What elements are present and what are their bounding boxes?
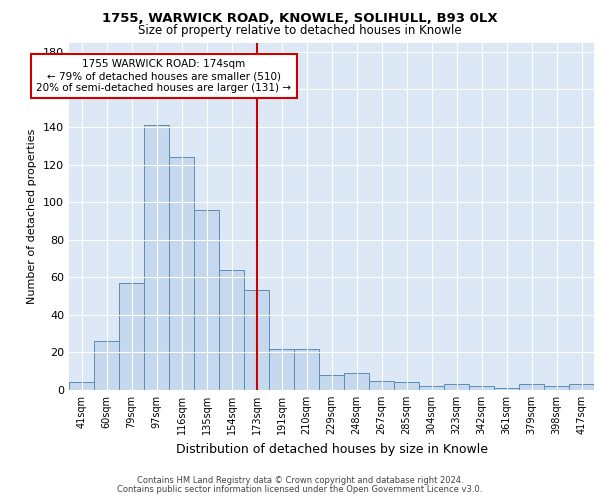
Bar xyxy=(469,386,494,390)
Bar xyxy=(494,388,519,390)
Bar xyxy=(519,384,544,390)
Bar xyxy=(94,341,119,390)
Bar xyxy=(69,382,94,390)
Bar xyxy=(169,157,194,390)
Bar xyxy=(269,348,294,390)
Bar xyxy=(319,375,344,390)
Text: 1755 WARWICK ROAD: 174sqm
← 79% of detached houses are smaller (510)
20% of semi: 1755 WARWICK ROAD: 174sqm ← 79% of detac… xyxy=(37,60,292,92)
Bar xyxy=(369,380,394,390)
Bar xyxy=(344,373,369,390)
X-axis label: Distribution of detached houses by size in Knowle: Distribution of detached houses by size … xyxy=(176,442,487,456)
Bar xyxy=(419,386,444,390)
Bar xyxy=(194,210,219,390)
Bar xyxy=(544,386,569,390)
Bar xyxy=(144,125,169,390)
Bar xyxy=(394,382,419,390)
Bar xyxy=(219,270,244,390)
Bar xyxy=(244,290,269,390)
Bar xyxy=(119,283,144,390)
Text: 1755, WARWICK ROAD, KNOWLE, SOLIHULL, B93 0LX: 1755, WARWICK ROAD, KNOWLE, SOLIHULL, B9… xyxy=(102,12,498,26)
Bar xyxy=(569,384,594,390)
Y-axis label: Number of detached properties: Number of detached properties xyxy=(28,128,37,304)
Bar xyxy=(444,384,469,390)
Text: Size of property relative to detached houses in Knowle: Size of property relative to detached ho… xyxy=(138,24,462,37)
Text: Contains public sector information licensed under the Open Government Licence v3: Contains public sector information licen… xyxy=(118,484,482,494)
Text: Contains HM Land Registry data © Crown copyright and database right 2024.: Contains HM Land Registry data © Crown c… xyxy=(137,476,463,485)
Bar xyxy=(294,348,319,390)
